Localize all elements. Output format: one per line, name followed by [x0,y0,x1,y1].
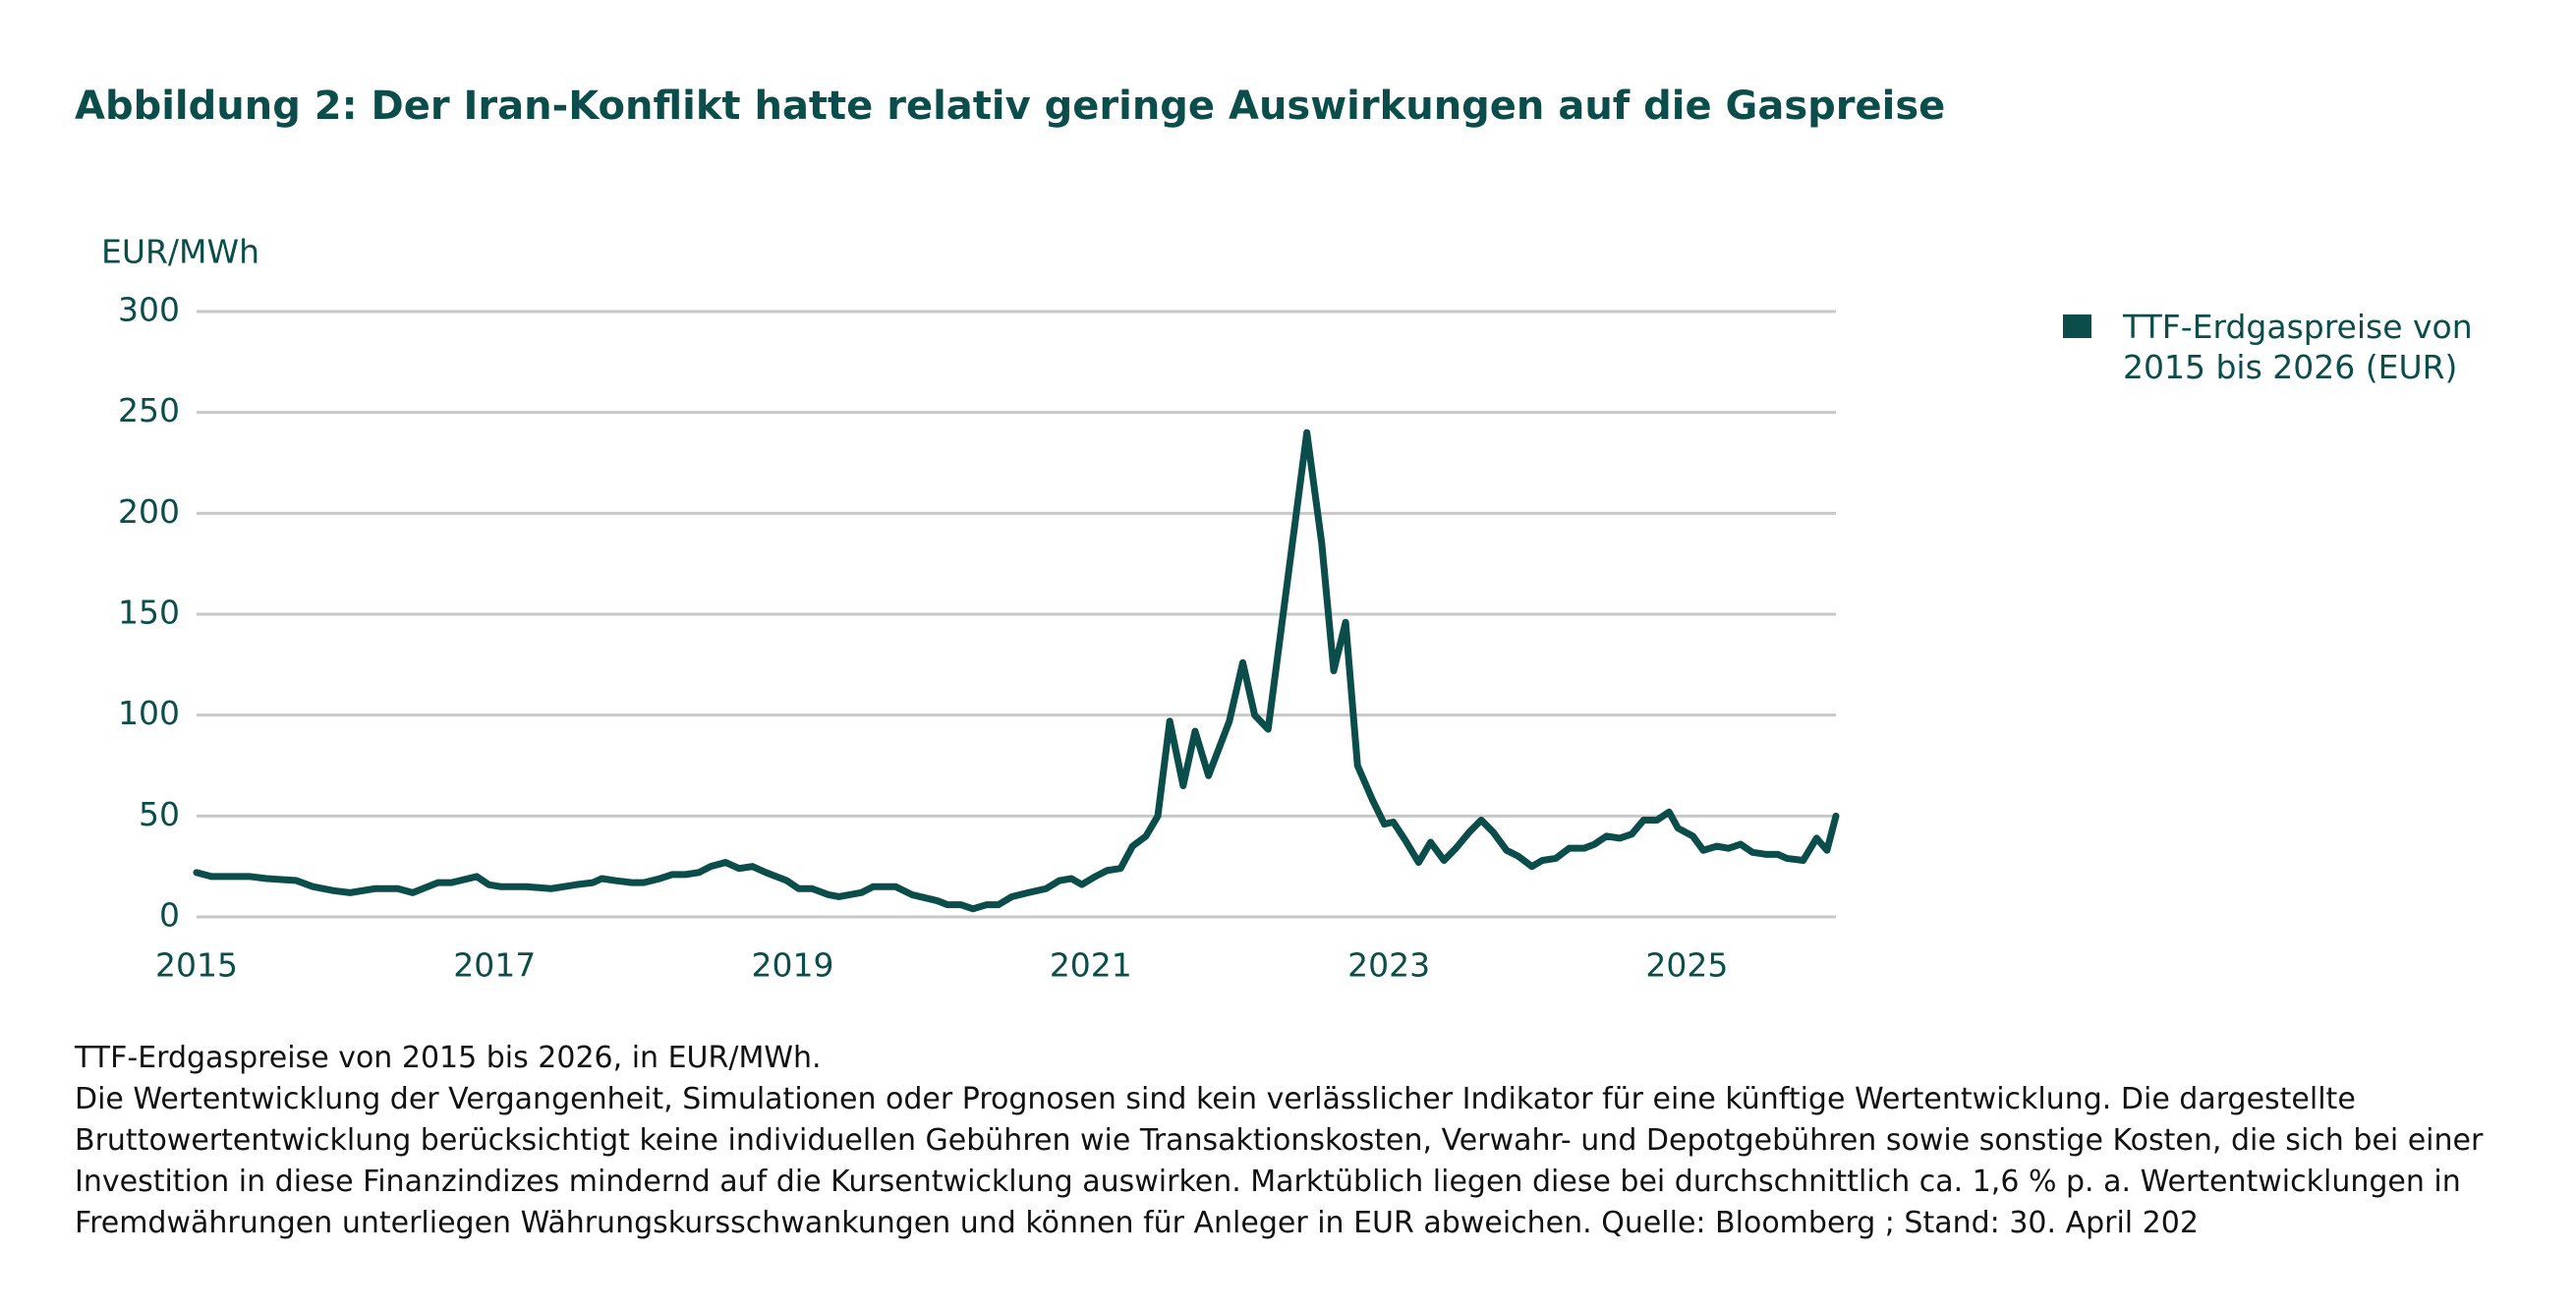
y-tick-label: 250 [118,391,180,429]
line [193,428,1840,913]
y-tick-label: 300 [118,291,180,329]
disclaimer: Die Wertentwicklung der Vergangenheit, S… [75,1082,2484,1240]
y-tick-label: 50 [139,795,180,833]
chart: Abbildung 2: Der Iran-Konflikt hatte rel… [75,84,1945,984]
x-tick-label: 2017 [453,946,536,984]
y-tick-label: 150 [118,594,180,632]
legend-label: TTF-Erdgaspreise von 2015 bis 2026 (EUR) [2123,308,2473,386]
x-tick-label: 2023 [1347,946,1430,984]
y-axis-label: EUR/MWh [101,233,259,271]
x-tick-label: 2025 [1645,946,1728,984]
x-tick-label: 2015 [155,946,238,984]
y-tick-label: 0 [159,896,180,935]
y-tick-label: 200 [118,492,180,531]
y-tick-label: 100 [118,694,180,732]
caption: TTF-Erdgaspreise von 2015 bis 2026, in E… [75,1041,822,1075]
legend-swatch [2063,314,2091,338]
legend: TTF-Erdgaspreise von 2015 bis 2026 (EUR) [2063,307,2506,387]
notes: TTF-Erdgaspreise von 2015 bis 2026, in E… [75,1038,2532,1244]
x-tick-label: 2021 [1050,946,1132,984]
chart-title: Abbildung 2: Der Iran-Konflikt hatte rel… [75,84,1945,129]
x-tick-label: 2019 [752,946,834,984]
